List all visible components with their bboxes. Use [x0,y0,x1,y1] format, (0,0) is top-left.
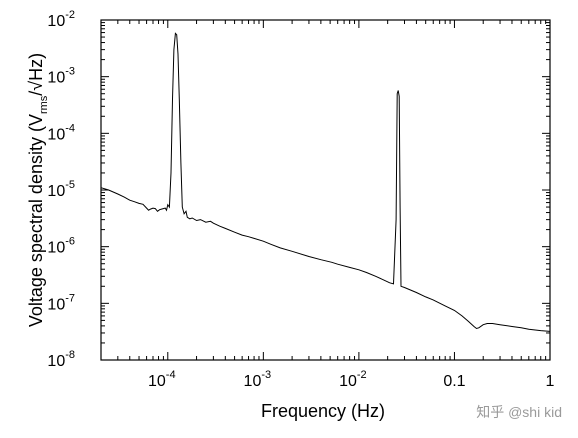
watermark: 知乎 @shi kid [476,404,562,420]
plot-frame [100,19,551,361]
x-tick-label: 10-3 [244,369,272,390]
y-tick-label: 10-5 [47,179,75,200]
major-ticks [101,19,551,361]
x-tick-labels: 10-4 10-3 10-2 0.1 1 [148,369,555,390]
x-tick-label: 10-2 [339,369,367,390]
y-tick-label: 10-6 [47,236,75,257]
y-tick-label: 10-8 [47,349,75,370]
x-axis-label: Frequency (Hz) [261,401,385,421]
y-tick-label: 10-3 [47,66,75,87]
x-tick-label: 10-4 [148,369,176,390]
series-line [100,32,551,332]
x-tick-label: 1 [546,373,555,390]
y-tick-label: 10-2 [47,9,75,30]
x-tick-label: 0.1 [443,373,465,390]
y-tick-labels: 10-8 10-7 10-6 10-5 10-4 10-3 10-2 [47,9,75,370]
y-axis-label: Voltage spectral density (Vrms/√Hz) [26,53,50,327]
minor-ticks [100,20,550,360]
y-tick-label: 10-7 [47,292,75,313]
y-tick-label: 10-4 [47,122,75,143]
